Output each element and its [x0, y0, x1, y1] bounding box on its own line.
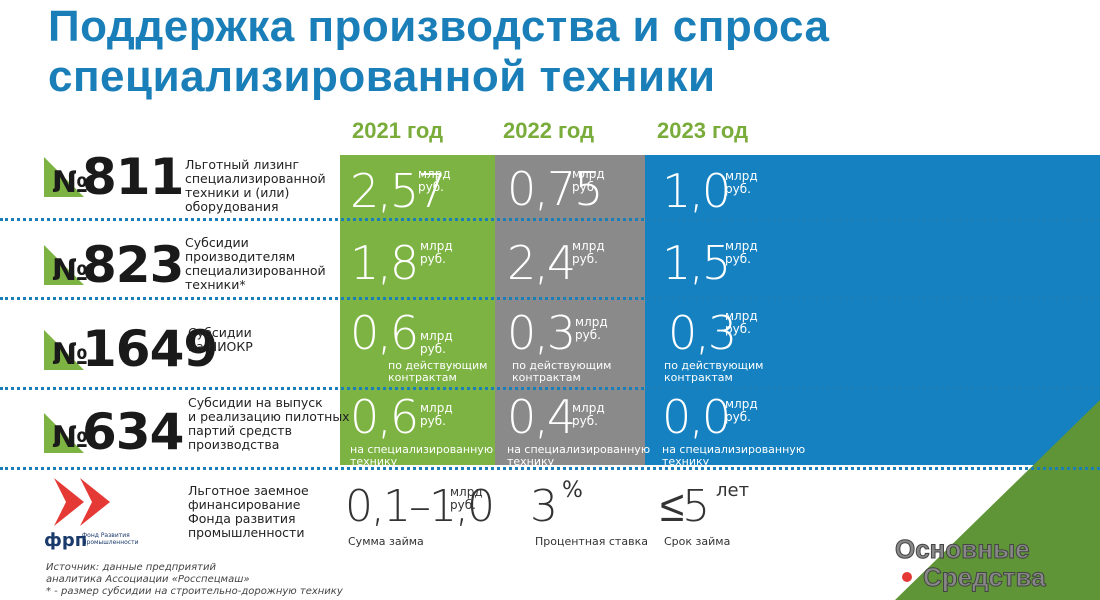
- row-divider: [0, 297, 1100, 300]
- unit: млрд руб.: [725, 169, 758, 196]
- decree-number: 1649: [82, 320, 218, 378]
- column-2023: [645, 155, 1100, 465]
- loan-amount: 0,1–1,0: [345, 481, 495, 532]
- year-2021: 2021 год: [352, 118, 444, 143]
- row-divider: [0, 467, 1100, 470]
- value-2022: 2,4: [507, 236, 576, 290]
- frp-logo: фрп Фонд Развития Промышленности: [44, 476, 154, 554]
- loan-term-label: Срок займа: [664, 535, 731, 548]
- page-title: Поддержка производства и спроса специали…: [48, 2, 829, 102]
- number-sign: №: [52, 337, 89, 372]
- column-2022: [495, 155, 645, 465]
- year-2022: 2022 год: [503, 118, 595, 143]
- brand-dot-icon: [902, 572, 912, 582]
- unit: млрд руб.: [420, 401, 453, 428]
- value-2023: 1,0: [662, 164, 731, 218]
- note: по действующим контрактам: [512, 359, 612, 384]
- note: по действующим контрактам: [664, 359, 764, 384]
- unit: млрд руб.: [725, 239, 758, 266]
- value-2023: 0,3: [668, 306, 737, 360]
- unit: млрд руб.: [725, 397, 758, 424]
- brand-logo: Основные Средства: [895, 534, 1047, 592]
- value-2023: 1,5: [662, 236, 731, 290]
- note: на специализированную технику: [662, 443, 806, 468]
- row-description: Субсидии на НИОКР: [188, 325, 253, 354]
- title-line-1: Поддержка производства и спроса: [48, 2, 830, 51]
- frp-logo-caption: Фонд Развития Промышленности: [82, 532, 139, 546]
- value-2023: 0,0: [662, 390, 731, 444]
- unit: млрд руб.: [572, 239, 605, 266]
- value-2021: 0,6: [350, 306, 419, 360]
- year-2023: 2023 год: [657, 118, 749, 143]
- interest-rate-label: Процентная ставка: [535, 535, 648, 548]
- row-description: Льготный лизинг специализированной техни…: [185, 157, 326, 214]
- years-unit: лет: [716, 480, 750, 501]
- unit: млрд руб.: [420, 239, 453, 266]
- number-sign: №: [52, 165, 89, 200]
- value-2022: 0,4: [507, 390, 576, 444]
- number-sign: №: [52, 253, 89, 288]
- loan-term: ≤5: [660, 481, 710, 532]
- frp-description: Льготное заемное финансирование Фонда ра…: [188, 483, 309, 540]
- value-2021: 1,8: [350, 236, 419, 290]
- frp-logo-text: фрп: [44, 530, 88, 551]
- brand-line-1: Основные: [895, 534, 1031, 564]
- value-2021: 2,57: [350, 164, 446, 218]
- column-2021: [340, 155, 495, 465]
- unit: млрд руб.: [572, 167, 605, 194]
- frp-arrow-icon: [54, 478, 110, 526]
- unit: млрд руб.: [725, 309, 758, 336]
- decree-number: 811: [82, 148, 184, 206]
- unit: млрд руб.: [450, 485, 483, 512]
- unit: млрд руб.: [420, 329, 453, 356]
- row-description: Субсидии производителям специализированн…: [185, 235, 326, 292]
- note: на специализированную технику: [507, 443, 651, 468]
- decree-number: 634: [82, 403, 184, 461]
- title-line-2: специализированной техники: [48, 52, 716, 101]
- value-2021: 0,6: [350, 390, 419, 444]
- value-2022: 0,3: [507, 306, 576, 360]
- note: на специализированную технику: [350, 443, 494, 468]
- row-divider: [0, 387, 1100, 390]
- loan-amount-label: Сумма займа: [348, 535, 424, 548]
- percent-unit: %: [562, 478, 583, 503]
- value-2022: 0,75: [507, 162, 603, 216]
- interest-rate: 3: [530, 481, 558, 532]
- unit: млрд руб.: [572, 401, 605, 428]
- note: по действующим контрактам: [388, 359, 488, 384]
- number-sign: №: [52, 420, 89, 455]
- unit: млрд руб.: [418, 167, 451, 194]
- brand-line-2: Средства: [923, 562, 1047, 592]
- unit: млрд руб.: [575, 315, 608, 342]
- decree-number: 823: [82, 236, 184, 294]
- row-description: Субсидии на выпуск и реализацию пилотных…: [188, 395, 350, 452]
- row-divider: [0, 218, 1100, 221]
- source-note: Источник: данные предприятий аналитика А…: [46, 562, 343, 597]
